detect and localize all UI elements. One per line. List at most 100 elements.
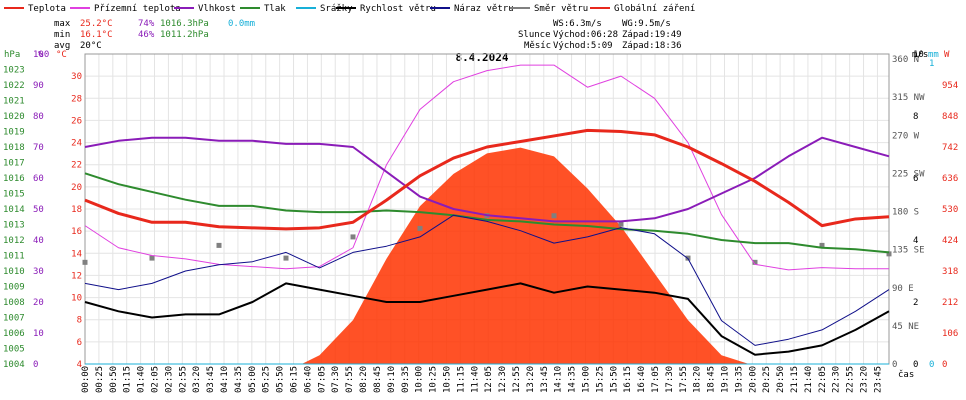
x-tick-label: 01:40 xyxy=(137,366,147,393)
radiation-tick: 742 xyxy=(942,143,958,153)
x-tick-label: 03:20 xyxy=(192,366,202,393)
x-tick-label: 04:35 xyxy=(234,366,244,393)
pressure-tick: 1020 xyxy=(3,112,25,122)
legend-label: Globální záření xyxy=(614,4,695,14)
radiation-tick: 424 xyxy=(942,236,958,246)
x-tick-label: 20:50 xyxy=(776,366,786,393)
x-tick-label: 22:55 xyxy=(846,366,856,393)
stat-max-rain: 0.0mm xyxy=(228,19,255,29)
wind-speed-line xyxy=(84,282,890,356)
x-tick-label: 19:35 xyxy=(734,366,744,393)
stat-max-temp: 25.2°C xyxy=(80,19,113,29)
stat-avg-label: avg xyxy=(54,41,70,51)
stat-min-label: min xyxy=(54,30,70,40)
humidity-tick: 20 xyxy=(33,298,44,308)
unit-mm: mm xyxy=(928,50,939,60)
x-tick-label: 23:20 xyxy=(860,366,870,393)
moonset: Západ:18:36 xyxy=(622,41,682,51)
stat-max-hum: 74% xyxy=(138,19,155,29)
wind-dir-point xyxy=(149,255,155,261)
legend-label: Tlak xyxy=(264,4,286,14)
wind-dir-tick: 315 NW xyxy=(892,93,925,103)
wind-dir-tick: 135 SE xyxy=(892,246,925,256)
x-tick-label: 08:20 xyxy=(359,366,369,393)
temperature-tick: 4 xyxy=(77,360,82,370)
temperature-tick: 28 xyxy=(71,94,82,104)
temperature-tick: 8 xyxy=(77,316,82,326)
pressure-tick: 1014 xyxy=(3,205,25,215)
wind-dir-point xyxy=(350,234,356,240)
temperature-tick: 20 xyxy=(71,183,82,193)
x-tick-label: 00:25 xyxy=(95,366,105,393)
unit-hpa: hPa xyxy=(4,50,20,60)
humidity-tick: 0 xyxy=(33,360,38,370)
humidity-tick: 40 xyxy=(33,236,44,246)
pressure-tick: 1011 xyxy=(3,252,25,262)
unit-pct: % xyxy=(38,50,44,60)
wind-speed-info: WS:6.3m/s xyxy=(553,19,602,29)
wind-speed-tick: 4 xyxy=(913,236,918,246)
wind-dir-point xyxy=(551,213,557,219)
sun-label: Slunce xyxy=(518,30,551,40)
temperature-tick: 12 xyxy=(71,271,82,281)
pressure-tick: 1022 xyxy=(3,81,25,91)
x-tick-label: 03:45 xyxy=(206,366,216,393)
humidity-tick: 30 xyxy=(33,267,44,277)
wind-dir-point xyxy=(283,255,289,261)
x-tick-label: 01:15 xyxy=(123,366,133,393)
pressure-tick: 1010 xyxy=(3,267,25,277)
legend-label: Teplota xyxy=(28,4,66,14)
radiation-tick: 0 xyxy=(942,360,947,370)
x-tick-label: 18:45 xyxy=(707,366,717,393)
moon-label: Měsíc xyxy=(524,41,551,51)
temperature-tick: 30 xyxy=(71,72,82,82)
x-tick-label: 02:55 xyxy=(178,366,188,393)
temperature-tick: 6 xyxy=(77,338,82,348)
pressure-tick: 1015 xyxy=(3,190,25,200)
tick-labels: 00:00 00:25 00:50 01:15 01:40 02:05 02:30 02:55… xyxy=(3,50,958,393)
wind-speed-tick: 6 xyxy=(913,174,918,184)
x-tick-label: 00:50 xyxy=(109,366,119,393)
wind-dir-tick: 180 S xyxy=(892,208,919,218)
x-tick-label: 21:40 xyxy=(804,366,814,393)
x-tick-label: 14:35 xyxy=(568,366,578,393)
radiation-area xyxy=(301,147,749,364)
pressure-tick: 1007 xyxy=(3,314,25,324)
x-tick-label: 12:30 xyxy=(498,366,508,393)
humidity-tick: 50 xyxy=(33,205,44,215)
wind-speed-tick: 10 xyxy=(913,50,924,60)
x-tick-label: 06:40 xyxy=(303,366,313,393)
x-tick-label: 12:55 xyxy=(512,366,522,393)
unit-ms: m/s xyxy=(912,50,928,60)
x-tick-label: 20:25 xyxy=(762,366,772,393)
plot-series xyxy=(82,64,892,365)
radiation-tick: 106 xyxy=(942,329,958,339)
legend-label: Rychlost větru xyxy=(360,4,436,14)
temperature-tick: 10 xyxy=(71,294,82,304)
temperature-line xyxy=(84,128,890,231)
rain-tick: 1 xyxy=(929,59,934,69)
wind-dir-tick: 45 NE xyxy=(892,322,919,332)
x-tick-label: 05:00 xyxy=(248,366,258,393)
stat-min-press: 1011.2hPa xyxy=(160,30,209,40)
x-tick-label: 05:25 xyxy=(262,366,272,393)
x-tick-label: 02:05 xyxy=(151,366,161,393)
astro-block: WS:6.3m/s WG:9.5m/s Slunce Východ:06:28 … xyxy=(518,19,682,51)
temperature-tick: 26 xyxy=(71,116,82,126)
x-tick-label: 17:55 xyxy=(679,366,689,393)
radiation-tick: 318 xyxy=(942,267,958,277)
unit-degc: °C xyxy=(56,50,67,60)
x-tick-label: 17:30 xyxy=(665,366,675,393)
radiation-tick: 636 xyxy=(942,174,958,184)
unit-w: W xyxy=(944,50,950,60)
stat-avg-temp: 20°C xyxy=(80,41,102,51)
wind-speed-tick: 8 xyxy=(913,112,918,122)
radiation-tick: 954 xyxy=(942,81,958,91)
radiation-tick: 530 xyxy=(942,205,958,215)
x-tick-label: 15:50 xyxy=(609,366,619,393)
sunrise: Východ:06:28 xyxy=(553,30,618,40)
wind-dir-point xyxy=(752,259,758,265)
legend-label: Přízemní teplota xyxy=(94,4,181,14)
wind-speed-tick: 0 xyxy=(913,360,918,370)
